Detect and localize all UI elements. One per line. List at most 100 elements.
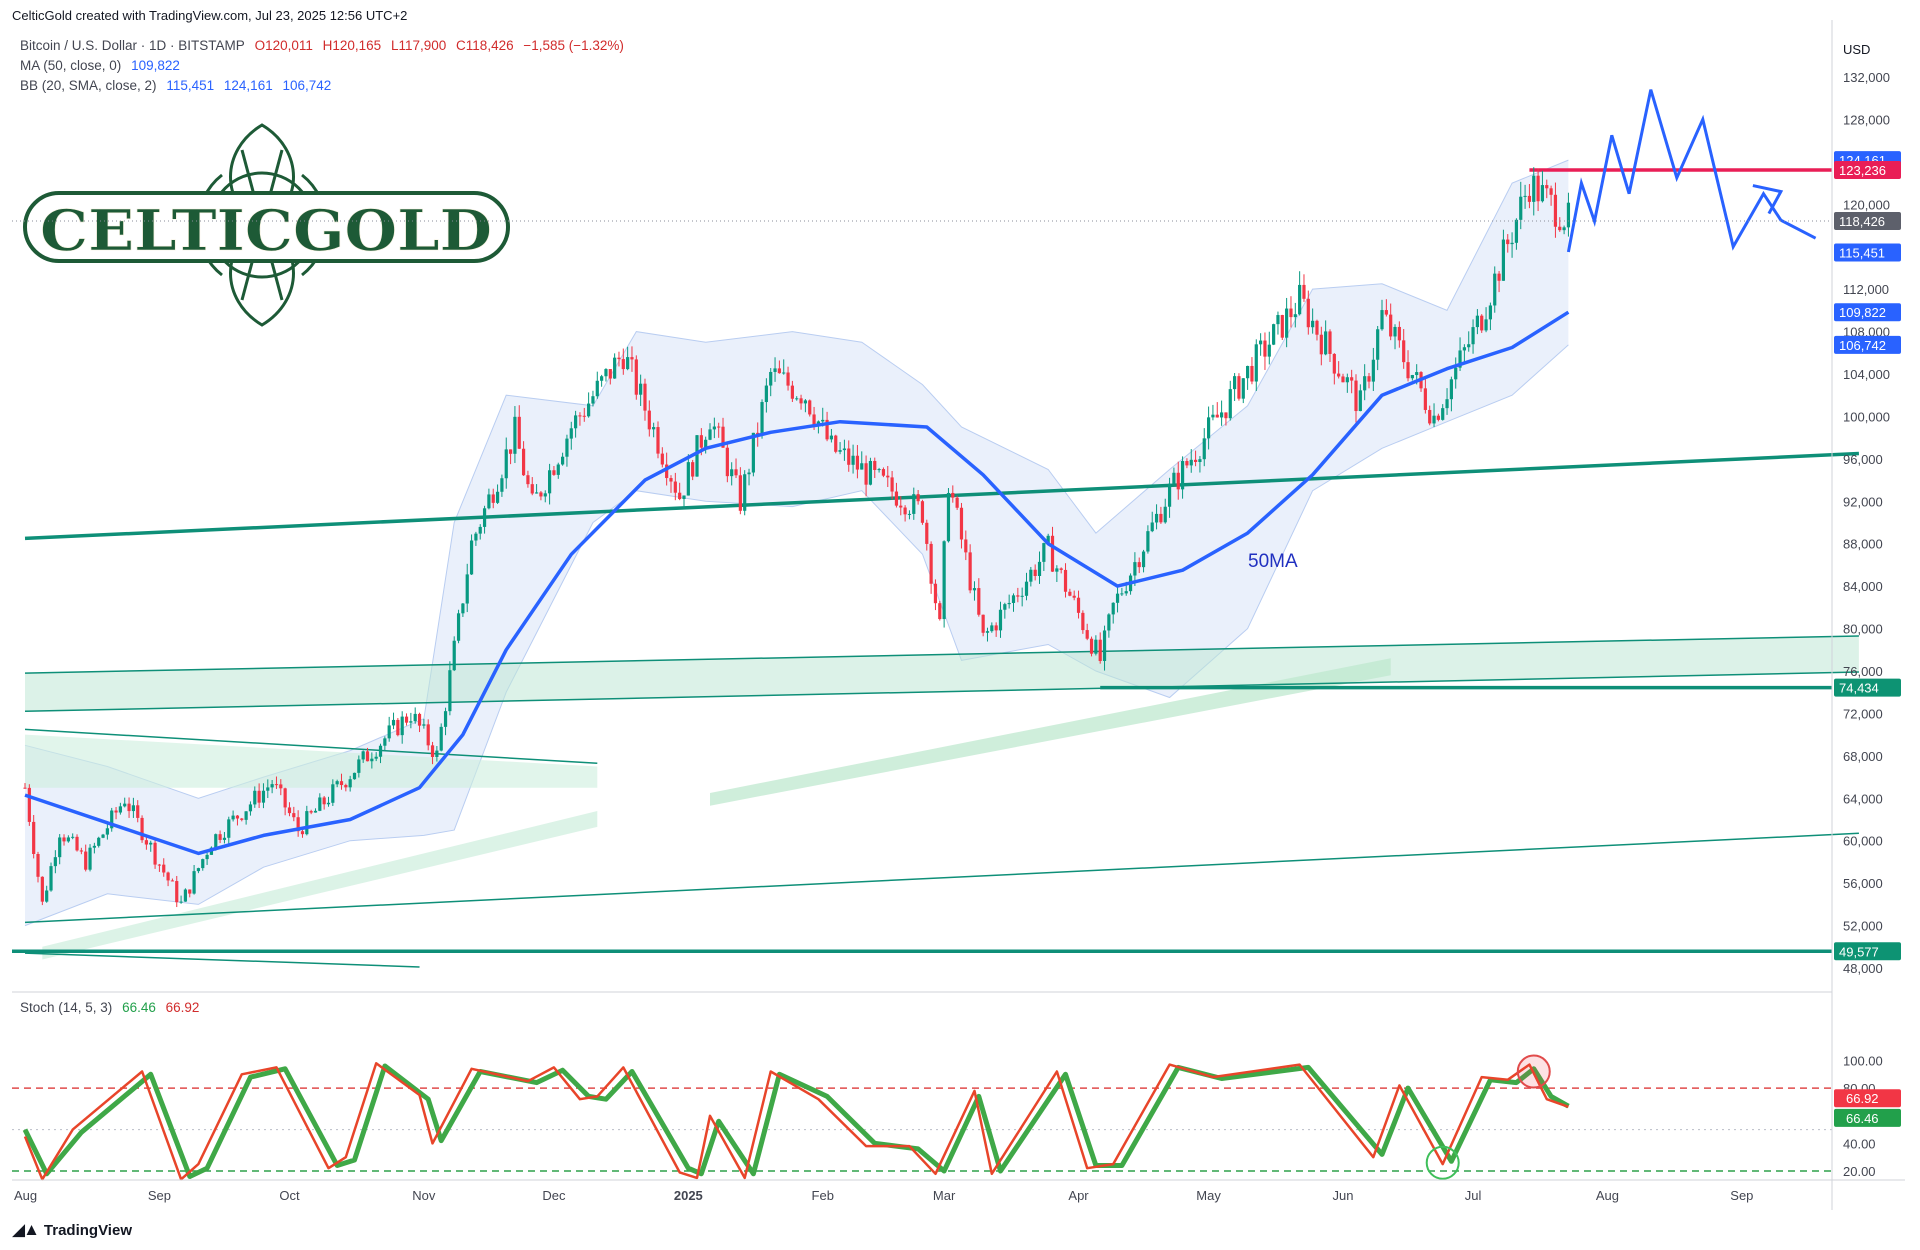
candle-body[interactable]	[1484, 319, 1488, 331]
candle-body[interactable]	[1185, 461, 1189, 466]
candle-body[interactable]	[144, 840, 148, 845]
candle-body[interactable]	[647, 410, 651, 430]
candle-body[interactable]	[1042, 543, 1046, 562]
candle-body[interactable]	[192, 871, 196, 894]
candle-body[interactable]	[495, 491, 500, 503]
legend-stoch-row[interactable]: Stoch (14, 5, 3) 66.46 66.92	[20, 1000, 205, 1015]
candle-body[interactable]	[1324, 331, 1328, 355]
candle-body[interactable]	[639, 383, 643, 395]
candle-body[interactable]	[738, 475, 742, 511]
candle-body[interactable]	[1415, 372, 1419, 376]
candle-body[interactable]	[682, 495, 686, 500]
candle-body[interactable]	[1384, 310, 1388, 315]
candle-body[interactable]	[261, 790, 266, 803]
candle-body[interactable]	[279, 784, 283, 789]
candle-body[interactable]	[903, 507, 907, 515]
candle-body[interactable]	[1436, 415, 1440, 420]
candle-body[interactable]	[1441, 408, 1445, 420]
candle-body[interactable]	[1501, 239, 1506, 281]
candle-body[interactable]	[1111, 602, 1115, 615]
candle-body[interactable]	[1454, 367, 1458, 380]
candle-body[interactable]	[1124, 591, 1128, 594]
candle-body[interactable]	[955, 497, 959, 508]
candle-body[interactable]	[929, 543, 933, 584]
trendline-1[interactable]	[24, 451, 1859, 541]
candle-body[interactable]	[1449, 379, 1453, 400]
candle-body[interactable]	[769, 371, 773, 386]
candle-body[interactable]	[1172, 472, 1176, 484]
candle-body[interactable]	[851, 455, 855, 465]
candle-body[interactable]	[1397, 326, 1401, 341]
trendline-5[interactable]	[24, 728, 598, 765]
tradingview-logo[interactable]: ◢▲ TradingView	[12, 1220, 132, 1240]
candle-body[interactable]	[1306, 298, 1310, 328]
candle-body[interactable]	[400, 716, 404, 736]
candle-body[interactable]	[1467, 344, 1471, 348]
candle-body[interactable]	[370, 758, 374, 762]
candle-body[interactable]	[1098, 639, 1102, 661]
candle-body[interactable]	[1328, 331, 1332, 354]
stoch-d-badge[interactable]	[1834, 1089, 1901, 1108]
candle-body[interactable]	[938, 603, 942, 620]
candle-body[interactable]	[860, 463, 864, 470]
candle-body[interactable]	[1536, 175, 1540, 202]
candle-body[interactable]	[1510, 242, 1514, 245]
candle-body[interactable]	[469, 540, 474, 575]
candle-body[interactable]	[1003, 604, 1007, 610]
candle-body[interactable]	[478, 526, 482, 534]
candle-body[interactable]	[1402, 340, 1406, 363]
candle-body[interactable]	[764, 385, 768, 403]
candle-body[interactable]	[513, 416, 517, 454]
candle-body[interactable]	[604, 369, 608, 377]
candle-body[interactable]	[62, 837, 66, 842]
candle-body[interactable]	[669, 478, 673, 482]
candle-body[interactable]	[530, 484, 534, 494]
candle-body[interactable]	[461, 603, 465, 614]
candle-body[interactable]	[652, 427, 656, 430]
candle-body[interactable]	[1350, 377, 1354, 381]
candle-body[interactable]	[1141, 551, 1146, 568]
trendline-2[interactable]	[24, 635, 1859, 674]
candle-body[interactable]	[387, 725, 391, 739]
candle-body[interactable]	[1211, 414, 1215, 418]
candle-body[interactable]	[1311, 320, 1315, 328]
candle-body[interactable]	[1081, 612, 1085, 631]
candle-body[interactable]	[474, 533, 478, 541]
candle-body[interactable]	[352, 772, 357, 780]
candle-body[interactable]	[829, 435, 834, 440]
candle-body[interactable]	[977, 588, 981, 615]
candle-body[interactable]	[1159, 513, 1163, 523]
candle-body[interactable]	[743, 474, 747, 511]
candle-body[interactable]	[1432, 415, 1436, 424]
candle-body[interactable]	[1345, 377, 1349, 383]
candle-body[interactable]	[1020, 595, 1024, 597]
candle-body[interactable]	[1089, 638, 1094, 654]
candle-body[interactable]	[1037, 561, 1042, 576]
candle-body[interactable]	[1029, 569, 1033, 582]
candle-body[interactable]	[795, 398, 799, 400]
candle-body[interactable]	[847, 448, 851, 465]
candle-body[interactable]	[725, 447, 729, 477]
candle-body[interactable]	[348, 779, 352, 788]
candle-body[interactable]	[214, 834, 218, 848]
candle-body[interactable]	[699, 435, 703, 448]
candle-body[interactable]	[1202, 438, 1206, 460]
candle-body[interactable]	[1033, 569, 1037, 576]
candle-body[interactable]	[374, 756, 378, 759]
candle-body[interactable]	[630, 357, 634, 360]
candle-body[interactable]	[300, 831, 305, 835]
candle-body[interactable]	[617, 357, 621, 360]
candle-body[interactable]	[600, 376, 604, 381]
candle-body[interactable]	[925, 522, 929, 544]
candle-body[interactable]	[1133, 562, 1137, 576]
price-label-badge[interactable]	[1834, 942, 1901, 961]
candle-body[interactable]	[1154, 513, 1159, 523]
candle-body[interactable]	[1254, 344, 1258, 382]
candle-body[interactable]	[686, 462, 690, 496]
candle-body[interactable]	[678, 492, 682, 500]
candle-body[interactable]	[1220, 412, 1224, 418]
candle-body[interactable]	[131, 805, 135, 812]
candle-body[interactable]	[894, 491, 899, 506]
candle-body[interactable]	[721, 426, 725, 448]
candle-body[interactable]	[1514, 219, 1519, 243]
